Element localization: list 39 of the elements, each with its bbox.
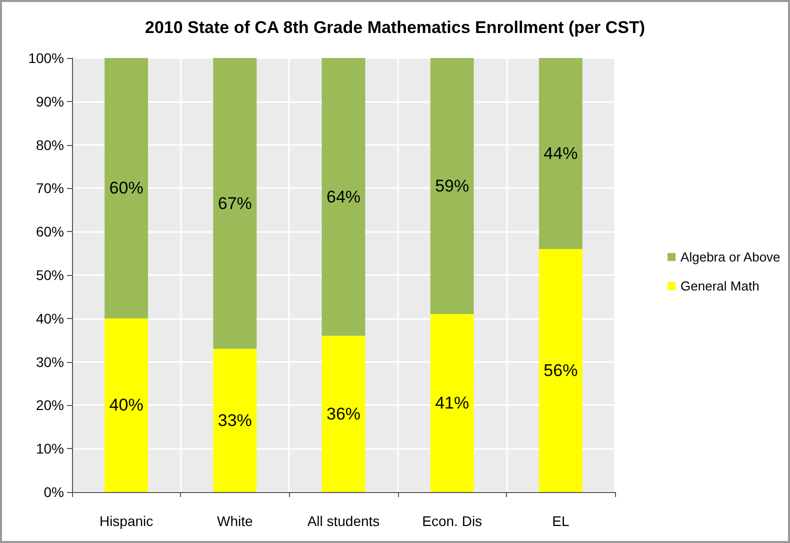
- data-label: 33%: [218, 410, 252, 430]
- data-label: 64%: [326, 187, 361, 206]
- legend-label: General Math: [680, 278, 760, 294]
- data-label: 67%: [218, 194, 252, 213]
- y-tick-label: 60%: [36, 224, 64, 240]
- data-label: 41%: [435, 394, 470, 413]
- data-label: 40%: [109, 396, 144, 415]
- y-tick-label: 90%: [36, 93, 64, 110]
- y-tick-label: 20%: [36, 397, 64, 414]
- bar: [104, 318, 148, 492]
- data-label: 59%: [435, 176, 470, 196]
- x-tick-label: All students: [307, 513, 380, 529]
- bar: [213, 58, 257, 349]
- x-tick-label: Econ. Dis: [422, 513, 482, 529]
- y-tick-label: 80%: [36, 136, 64, 153]
- y-tick-label: 40%: [36, 310, 64, 326]
- bar: [538, 248, 582, 492]
- y-tick-label: 10%: [36, 440, 64, 457]
- legend-label: Algebra or Above: [680, 250, 780, 264]
- y-tick-label: 30%: [36, 354, 64, 370]
- bar: [322, 336, 366, 492]
- bar: [213, 348, 257, 492]
- bar: [430, 58, 474, 314]
- y-tick-label: 100%: [28, 50, 64, 66]
- data-label: 60%: [109, 178, 144, 198]
- chart-title: 2010 State of CA 8th Grade Mathematics Enrollment (per CST): [144, 18, 646, 37]
- bar: [430, 314, 474, 492]
- x-tick-label: Hispanic: [99, 513, 154, 529]
- bar: [538, 58, 582, 249]
- x-tick-label: White: [217, 513, 253, 529]
- y-tick-label: 70%: [36, 180, 64, 196]
- bar: [322, 58, 366, 336]
- data-label: 56%: [544, 360, 578, 380]
- y-tick-label: 50%: [36, 267, 64, 283]
- data-label: 36%: [326, 404, 361, 424]
- bar: [104, 58, 148, 318]
- y-tick-label: 0%: [44, 484, 64, 500]
- x-tick-label: EL: [552, 513, 570, 529]
- data-label: 44%: [544, 144, 578, 163]
